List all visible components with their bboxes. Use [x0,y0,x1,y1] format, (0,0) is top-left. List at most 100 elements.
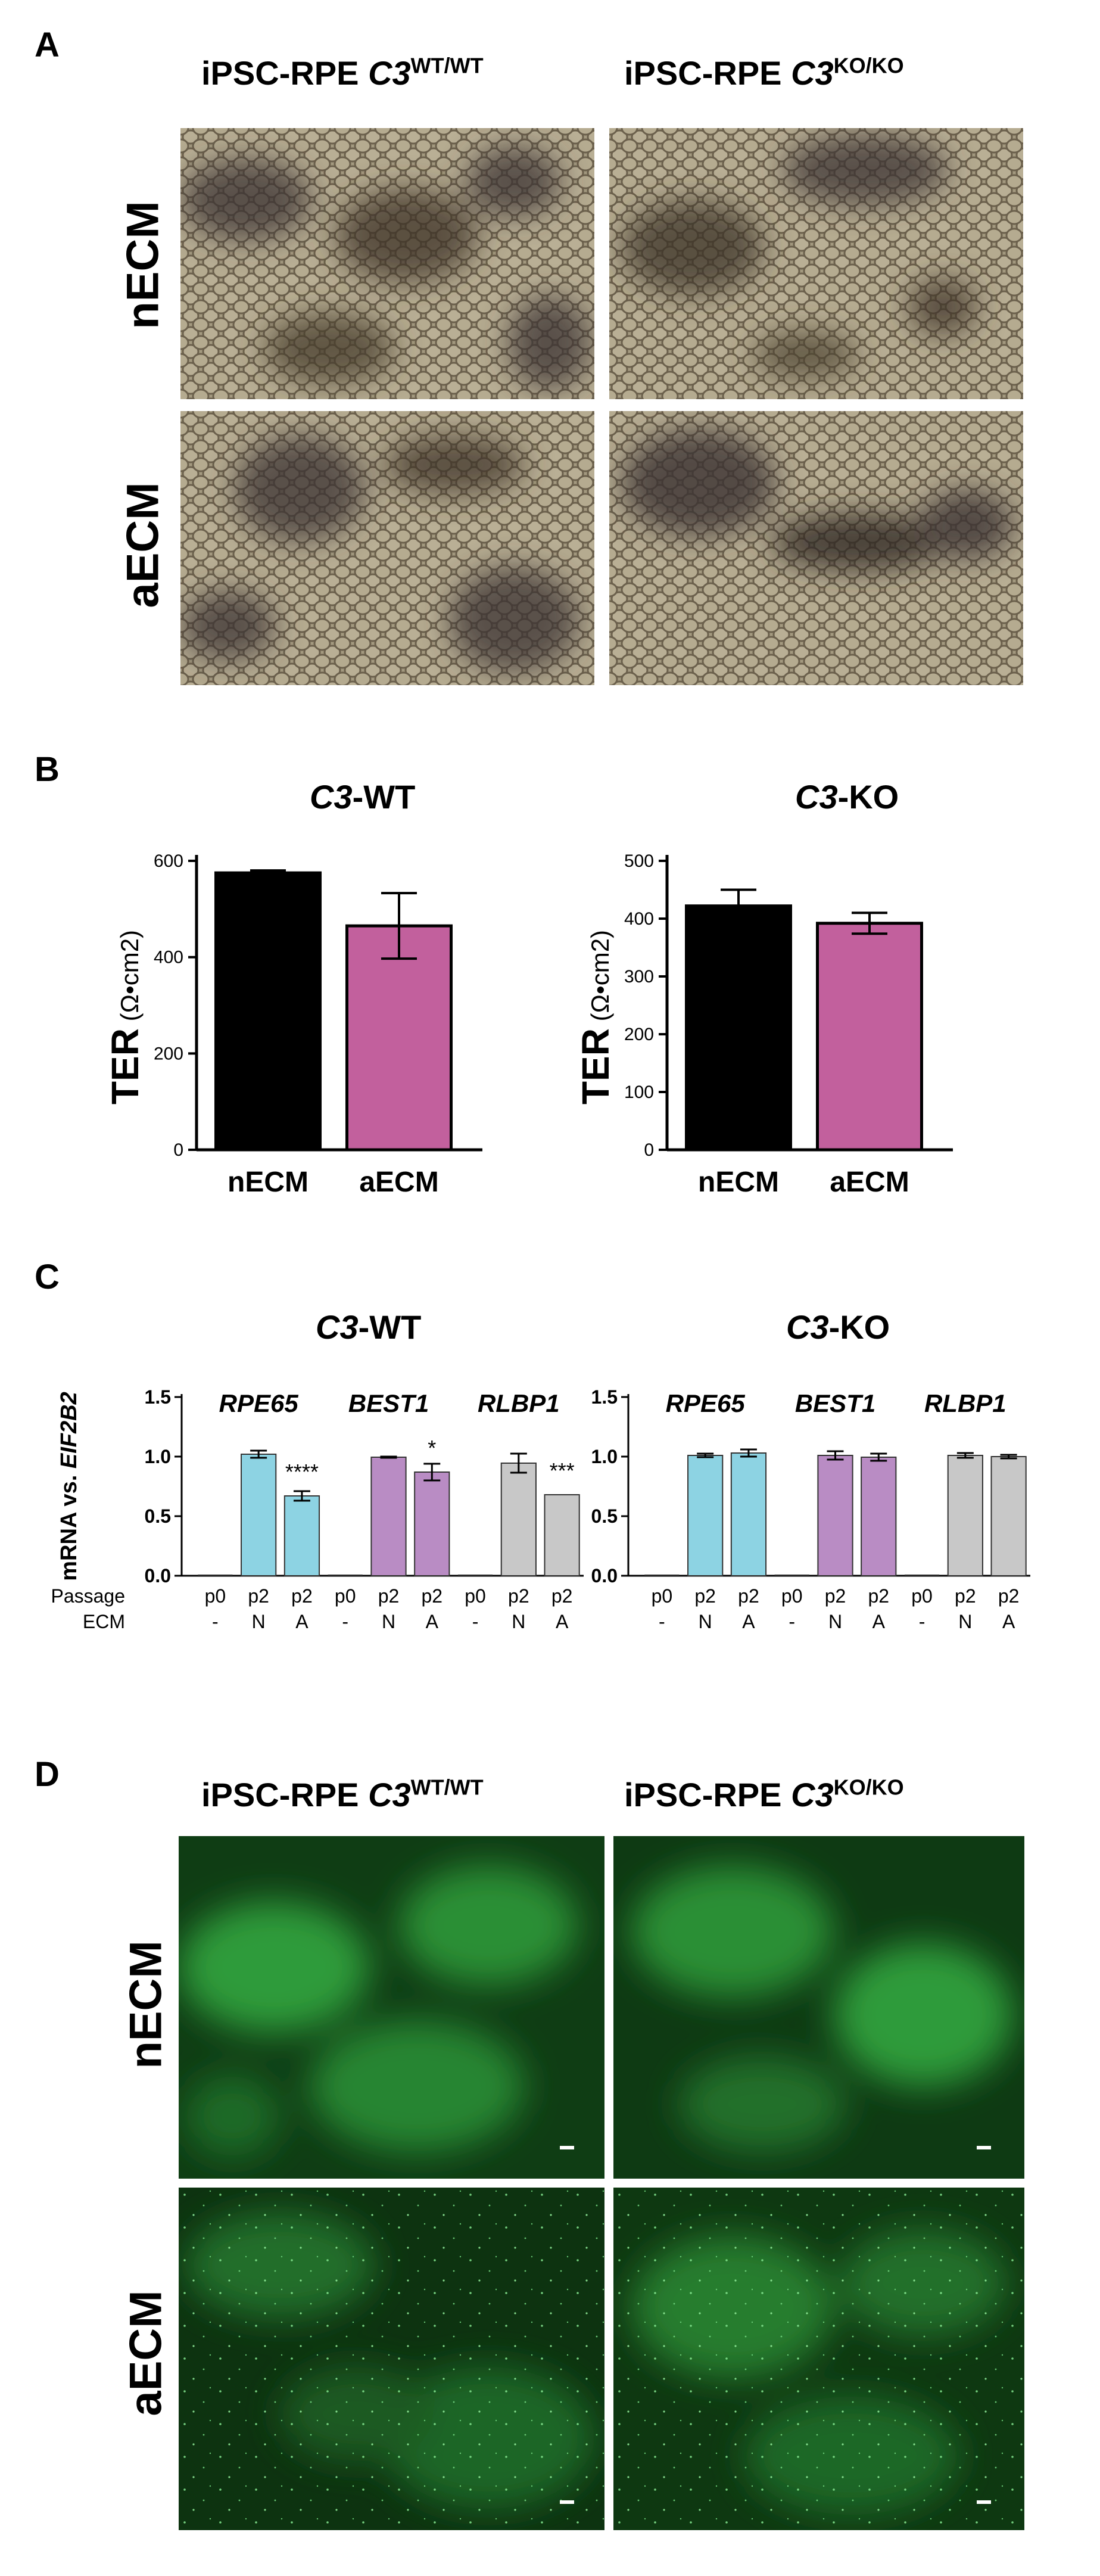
bar [370,1457,407,1576]
y-tick-label: 0.0 [145,1565,171,1586]
brightfield-image-ko-aecm [609,411,1023,685]
x-tick-label: nECM [698,1166,779,1198]
x-tick-label: aECM [359,1166,438,1198]
panel-a-row-label-aecm: aECM [117,482,169,608]
col-title-gene: C3 [368,54,411,92]
ecm-label: N [958,1611,972,1632]
panel-b-letter: B [35,750,60,789]
panel-d-row-label-necm: nECM [120,1940,172,2069]
y-tick-label: 0.0 [591,1565,618,1586]
bar [861,1457,897,1576]
panel-a-letter: A [35,26,60,64]
mrna-charts: mRNA vs. EIF2B2 Passage ECM 0.0 0.5 1.0 1.5 p0 -… [51,1386,1030,1632]
col-title-prefix: iPSC-RPE [201,54,369,92]
passage-label: p2 [955,1585,976,1607]
bar [990,1456,1027,1576]
y-tick-label: 400 [154,948,183,967]
passage-label: p0 [205,1585,226,1607]
bar [687,1455,724,1576]
panel-a-col-title-ko: iPSC-RPE C3KO/KO [624,54,904,92]
panel-d-col-title-wt: iPSC-RPE C3WT/WT [201,1775,484,1814]
panel-c-letter: C [35,1258,60,1296]
col-title-prefix: iPSC-RPE [624,1776,791,1813]
gene-group-label: RPE65 [666,1389,746,1417]
passage-label: p2 [738,1585,759,1607]
ter-chart-ko: TER (Ω•cm2) 0 100 200 300 400 500 nECM aECM [574,851,953,1198]
gene-group-label: RLBP1 [924,1389,1006,1417]
col-title-prefix: iPSC-RPE [624,54,791,92]
col-title-genotype: WT/WT [410,53,484,78]
ecm-label: - [919,1611,926,1632]
col-title-gene: C3 [368,1776,411,1813]
y-axis-label: TER (Ω•cm2) [104,930,147,1105]
ecm-label: N [252,1611,266,1632]
y-tick-label: 600 [154,851,183,871]
y-tick-label: 1.0 [591,1446,618,1467]
bar [241,1454,277,1576]
panel-d-col-title-ko: iPSC-RPE C3KO/KO [624,1775,904,1814]
passage-label: p0 [911,1585,933,1607]
y-tick-label: 100 [624,1082,654,1102]
bar [283,1495,320,1576]
ecm-label: N [512,1611,525,1632]
ter-ko-title: C3-KO [795,777,899,816]
title-gene: C3 [310,778,353,816]
title-gene: C3 [316,1308,359,1346]
panel-d-letter: D [35,1755,60,1794]
title-gene: C3 [786,1308,829,1346]
significance-marker: **** [285,1460,319,1484]
fluorescence-image-ko-necm [613,1836,1024,2179]
y-tick-label: 1.0 [145,1446,171,1467]
ter-wt-title: C3-WT [310,777,415,816]
ecm-label: - [212,1611,219,1632]
ecm-label: - [342,1611,348,1632]
gene-group-label: BEST1 [795,1389,875,1417]
ecm-label: A [556,1611,569,1632]
y-tick-label: 300 [624,967,654,987]
brightfield-image-wt-necm [180,128,594,399]
col-title-genotype: WT/WT [410,1775,484,1800]
ecm-label: N [828,1611,842,1632]
passage-label: p0 [652,1585,673,1607]
bar [730,1452,767,1576]
passage-label: p2 [551,1585,573,1607]
passage-label: p2 [421,1585,443,1607]
panel-d-row-label-aecm: aECM [120,2290,172,2416]
title-gene: C3 [795,778,838,816]
passage-label: p0 [781,1585,803,1607]
scale-bar [977,2146,991,2149]
fluorescence-image-ko-aecm [613,2188,1024,2530]
passage-label: p0 [335,1585,356,1607]
panel-a-row-label-necm: nECM [117,201,169,329]
scale-bar [977,2500,991,2504]
gene-group-label: BEST1 [348,1389,429,1417]
y-tick-label: 0.5 [591,1505,618,1527]
scale-bar [560,2500,574,2504]
passage-label: p2 [291,1585,313,1607]
bar-aECM [816,922,923,1152]
passage-label: p2 [825,1585,846,1607]
ecm-label: - [472,1611,479,1632]
bar [544,1494,580,1576]
col-title-genotype: KO/KO [833,1775,904,1800]
col-title-gene: C3 [791,54,834,92]
passage-label: p2 [998,1585,1020,1607]
ecm-label: A [872,1611,886,1632]
y-tick-label: 0 [173,1140,183,1160]
mrna-ko-title: C3-KO [786,1308,890,1346]
title-suffix: -KO [828,1308,890,1346]
ecm-label: A [426,1611,439,1632]
x-tick-label: nECM [228,1166,309,1198]
significance-marker: *** [550,1458,575,1483]
y-tick-label: 1.5 [145,1386,171,1408]
y-axis-label: TER (Ω•cm2) [574,930,617,1105]
bar-nECM [214,871,322,1152]
ecm-label: - [789,1611,795,1632]
passage-label: p2 [248,1585,269,1607]
passage-label: p2 [508,1585,529,1607]
col-title-genotype: KO/KO [833,53,904,78]
passage-label: p0 [465,1585,486,1607]
significance-marker: * [428,1436,436,1460]
gene-group-label: RPE65 [219,1389,299,1417]
col-title-gene: C3 [791,1776,834,1813]
